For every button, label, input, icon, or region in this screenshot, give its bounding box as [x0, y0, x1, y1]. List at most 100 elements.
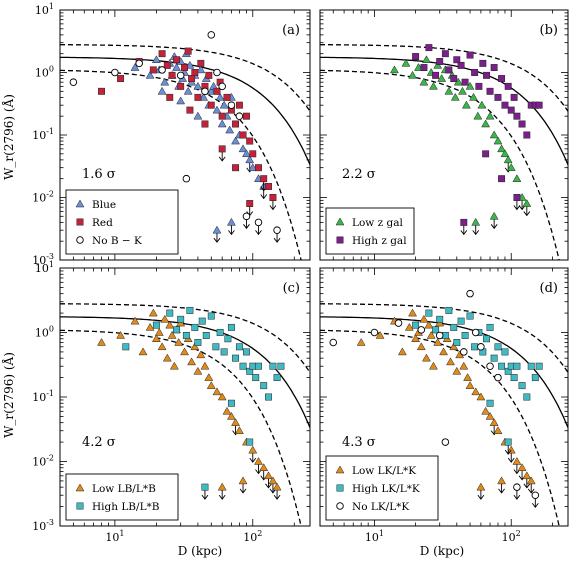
model-scatter-line-1: [320, 303, 568, 373]
data-point: [412, 321, 420, 329]
data-point: [272, 482, 282, 491]
data-point: [425, 309, 433, 317]
upper-limit-arrowhead: [213, 237, 221, 243]
data-point: [239, 362, 247, 370]
data-point: [138, 347, 148, 356]
data-point: [206, 381, 216, 389]
model-fit-line: [60, 316, 310, 428]
legend-entry: Low LK/L*K: [352, 465, 416, 477]
data-point: [497, 144, 507, 153]
x-axis-label-left: D (kpc): [178, 544, 222, 558]
data-point: [523, 131, 531, 139]
upper-limit-arrowhead: [513, 205, 521, 211]
data-point: [452, 366, 462, 375]
data-point: [441, 50, 449, 58]
significance-label: 4.3 σ: [342, 435, 376, 450]
data-point: [152, 321, 160, 329]
plot-frame: [59, 267, 311, 527]
plot-frame: [319, 9, 569, 261]
legend-marker: [336, 484, 344, 492]
model-scatter-line-1: [60, 44, 310, 112]
data-point: [518, 120, 526, 128]
data-point: [500, 149, 510, 158]
data-point: [485, 411, 495, 420]
data-point: [503, 155, 513, 164]
data-point: [419, 314, 429, 323]
data-point: [157, 86, 167, 95]
data-point: [218, 112, 226, 120]
data-point: [180, 347, 189, 356]
data-point: [197, 59, 205, 67]
data-point: [260, 175, 268, 183]
model-curves: [320, 303, 568, 526]
plot-frame: [319, 267, 569, 527]
upper-limit-arrowhead: [513, 494, 521, 500]
data-point: [513, 362, 521, 370]
data-point: [465, 381, 475, 389]
data-point: [117, 75, 125, 83]
data-point: [504, 438, 512, 446]
model-scatter-line-1: [60, 303, 310, 373]
data-point: [248, 163, 258, 171]
data-point: [429, 361, 438, 370]
data-point: [200, 361, 210, 370]
panel-tag: (a): [282, 23, 300, 38]
data-point: [527, 362, 535, 370]
data-point: [238, 144, 248, 153]
legend-marker: [335, 217, 345, 226]
data-point: [437, 74, 447, 82]
data-point: [479, 59, 487, 67]
data-point: [401, 58, 411, 67]
data-point: [471, 343, 479, 351]
panel-tag: (c): [283, 281, 300, 296]
data-point: [463, 373, 473, 381]
legend-marker: [76, 502, 84, 510]
data-point: [194, 93, 202, 101]
upper-limit-arrowhead: [273, 494, 281, 500]
data-point: [160, 77, 170, 86]
data-point: [535, 101, 543, 109]
data-point: [273, 226, 281, 234]
legend-entry: High LB/L*B: [92, 501, 160, 513]
data-point: [207, 101, 215, 109]
data-point: [193, 366, 203, 375]
data-point: [493, 136, 503, 145]
upper-limit-arrowhead: [498, 488, 505, 494]
data-point: [476, 482, 486, 491]
data-point: [450, 92, 460, 101]
data-point: [242, 212, 251, 221]
data-point: [183, 86, 193, 95]
data-point: [204, 373, 214, 381]
data-point: [243, 112, 250, 120]
model-curves: [60, 303, 310, 526]
upper-limit-arrowhead: [273, 237, 281, 243]
data-point: [193, 111, 203, 120]
legend-box: [65, 189, 179, 255]
data-point: [268, 476, 278, 485]
data-point: [446, 357, 455, 366]
data-point: [498, 362, 506, 370]
y-tick-label: 10-2: [32, 454, 54, 469]
data-point: [163, 61, 171, 69]
data-point: [506, 163, 516, 171]
data-point: [416, 342, 426, 351]
upper-limit-arrowhead: [523, 211, 531, 217]
data-point: [476, 392, 486, 401]
data-point: [507, 106, 515, 114]
data-point: [226, 411, 236, 420]
data-point: [205, 71, 213, 79]
data-point: [246, 438, 254, 446]
data-point: [166, 93, 174, 101]
data-point: [148, 308, 158, 317]
data-point: [486, 362, 494, 370]
upper-limit-arrowhead: [265, 483, 272, 489]
legend-entry: Blue: [92, 199, 116, 211]
data-point: [475, 82, 483, 90]
model-curves: [320, 44, 568, 260]
data-point: [457, 61, 465, 69]
upper-limit-arrowhead: [518, 205, 526, 211]
data-point: [213, 87, 221, 95]
data-point: [116, 330, 126, 339]
data-point: [477, 100, 487, 109]
data-point: [154, 327, 164, 336]
